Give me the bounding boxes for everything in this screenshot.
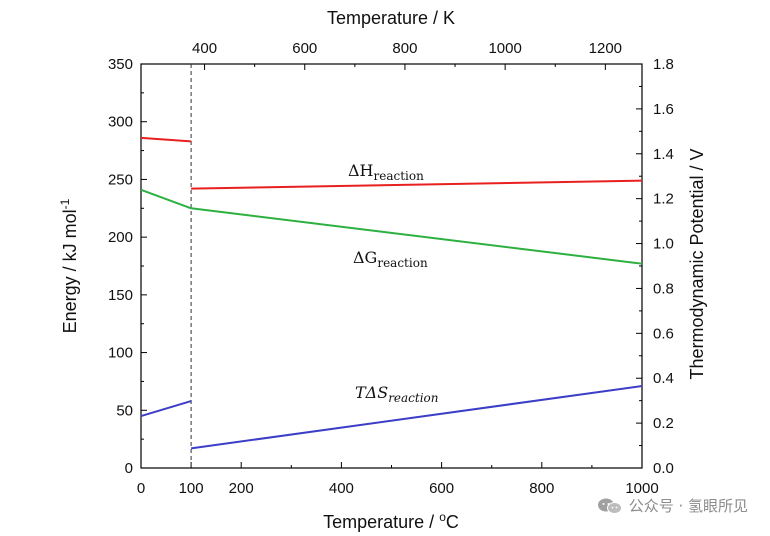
right-tick-label: 1.0 <box>653 236 674 253</box>
top-tick-label: 1000 <box>488 40 521 57</box>
right-tick-label: 1.2 <box>653 191 674 208</box>
left-tick-label: 300 <box>108 114 133 131</box>
left-tick-label: 200 <box>108 229 133 246</box>
left-tick-label: 50 <box>116 402 133 419</box>
series-group <box>140 136 643 450</box>
bottom-tick-label: 100 <box>179 480 204 497</box>
top-tick-label: 600 <box>292 40 317 57</box>
top-tick-label: 400 <box>192 40 217 57</box>
right-tick-label: 0.8 <box>653 280 674 297</box>
left-tick-labels: 0 50 100 150 200 250 300 350 <box>108 56 133 477</box>
series-2-segment-0 <box>140 400 192 418</box>
watermark: 公众号 · 氢眼所见 <box>597 495 748 516</box>
series-2-segment-1 <box>190 385 643 450</box>
top-tick-label: 1200 <box>589 40 622 57</box>
bottom-tick-label: 400 <box>329 480 354 497</box>
right-tick-label: 1.6 <box>653 101 674 118</box>
bottom-tick-label: 600 <box>429 480 454 497</box>
right-axis-title: Thermodynamic Potential / V <box>687 148 707 379</box>
left-tick-label: 250 <box>108 171 133 188</box>
right-tick-label: 0.0 <box>653 460 674 477</box>
bottom-axis-title: Temperature / oC <box>323 510 459 532</box>
label-delta-h: ΔHreaction <box>348 161 424 183</box>
right-tick-labels: 0.0 0.2 0.4 0.6 0.8 1.0 1.2 1.4 1.6 1.8 <box>653 56 674 477</box>
left-tick-label: 0 <box>125 460 133 477</box>
right-tick-label: 0.2 <box>653 415 674 432</box>
wechat-icon <box>597 498 622 514</box>
left-tick-label: 100 <box>108 345 133 362</box>
right-tick-label: 0.6 <box>653 325 674 342</box>
left-tick-label: 350 <box>108 56 133 73</box>
bottom-tick-label: 200 <box>229 480 254 497</box>
left-axis-title: Energy / kJ mol-1 <box>58 198 80 333</box>
bottom-tick-label: 0 <box>137 480 145 497</box>
bottom-tick-labels: 0 100 200 400 600 800 1000 <box>137 480 659 497</box>
right-tick-label: 1.4 <box>653 146 674 163</box>
bottom-tick-label: 800 <box>529 480 554 497</box>
series-1-segment-1 <box>190 207 643 265</box>
right-tick-label: 1.8 <box>653 56 674 73</box>
right-tick-label: 0.4 <box>653 370 674 387</box>
series-1-segment-0 <box>140 188 192 210</box>
bottom-tick-label: 1000 <box>625 480 658 497</box>
top-tick-labels: 400 600 800 1000 1200 <box>192 40 622 57</box>
label-t-delta-s: TΔSreaction <box>355 383 439 405</box>
label-delta-g: ΔGreaction <box>353 248 428 270</box>
series-0-segment-0 <box>140 136 192 143</box>
watermark-text: 公众号 · 氢眼所见 <box>628 497 748 515</box>
top-axis-title: Temperature / K <box>327 8 455 28</box>
axis-ticks <box>140 63 643 469</box>
top-tick-label: 800 <box>392 40 417 57</box>
series-0-segment-1 <box>191 179 643 190</box>
left-tick-label: 150 <box>108 287 133 304</box>
